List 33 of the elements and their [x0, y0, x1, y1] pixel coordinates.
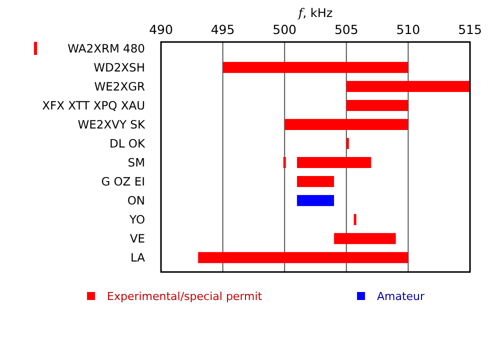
x-tick-label: 515	[458, 22, 482, 37]
x-tick-label: 490	[149, 22, 173, 37]
legend-label: Amateur	[377, 290, 426, 303]
y-tick-label: WA2XRM 480	[68, 41, 145, 56]
bar	[346, 138, 349, 150]
bar	[198, 252, 408, 264]
bar	[222, 62, 408, 73]
bar	[296, 156, 372, 168]
bar	[334, 233, 396, 244]
bar	[346, 100, 408, 111]
x-tick-label: 505	[334, 22, 358, 37]
y-tick-label: DL OK	[109, 136, 146, 150]
y-tick-label: ON	[127, 194, 145, 208]
bar	[296, 195, 334, 206]
bar	[283, 156, 286, 168]
y-tick-label: XFX XTT XPQ XAU	[42, 98, 145, 112]
legend-label: Experimental/special permit	[107, 290, 263, 303]
x-axis-title: f, kHz	[297, 6, 333, 20]
x-tick-label: 500	[272, 22, 297, 37]
y-tick-label: VE	[130, 232, 145, 246]
y-tick-label: SM	[128, 156, 145, 170]
bar	[346, 80, 470, 92]
bar	[284, 118, 408, 130]
y-tick-label: YO	[128, 212, 145, 227]
x-tick-label: 510	[396, 22, 420, 37]
bar	[296, 176, 334, 188]
y-tick-label: WE2XGR	[94, 79, 146, 94]
bar	[354, 214, 356, 226]
y-tick-label: WD2XSH	[94, 60, 145, 74]
x-tick-label: 495	[210, 22, 235, 37]
y-tick-label: WE2XVY SK	[78, 117, 146, 132]
y-tick-label: LA	[130, 250, 146, 265]
y-tick-label: G OZ EI	[101, 174, 145, 189]
